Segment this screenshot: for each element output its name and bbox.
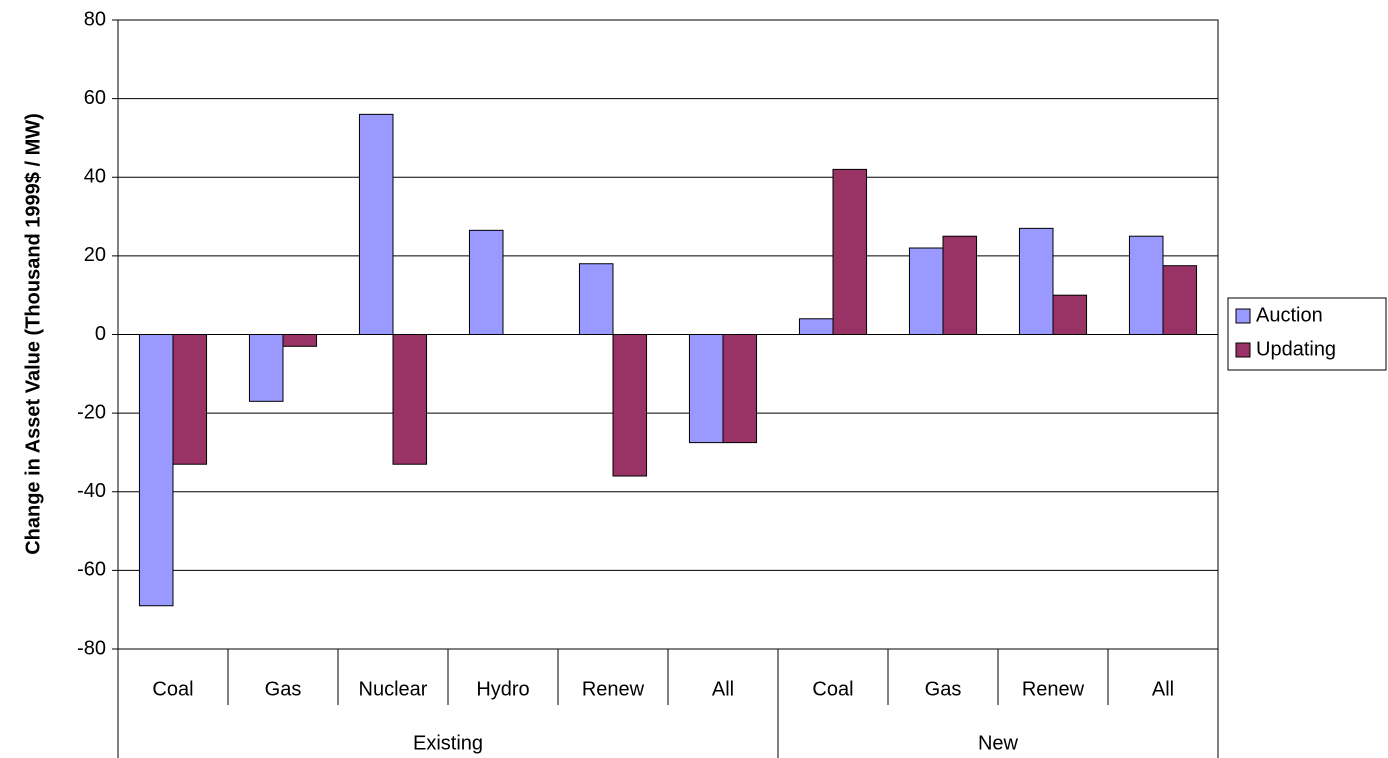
bar [1052, 294, 1088, 335]
bar [358, 113, 394, 335]
bar [1128, 235, 1164, 335]
x-tick-label: Renew [582, 678, 645, 700]
y-tick-label: 0 [95, 323, 106, 345]
bar [942, 235, 978, 335]
y-tick-label: 40 [84, 166, 106, 188]
legend-label: Updating [1256, 338, 1336, 360]
legend-label: Auction [1256, 304, 1323, 326]
bar [1018, 227, 1054, 335]
x-tick-label: Gas [265, 678, 302, 700]
y-tick-label: -40 [77, 480, 106, 502]
y-tick-label: 80 [84, 8, 106, 30]
x-tick-label: Hydro [476, 678, 529, 700]
bar [722, 334, 758, 444]
bar [798, 318, 834, 335]
bar [908, 247, 944, 335]
y-tick-label: -20 [77, 401, 106, 423]
legend-swatch [1235, 342, 1251, 358]
bar [248, 334, 284, 402]
x-tick-label: Nuclear [359, 678, 428, 700]
x-tick-label: Coal [152, 678, 193, 700]
x-tick-label: Gas [925, 678, 962, 700]
x-tick-label: Renew [1022, 678, 1085, 700]
bar [392, 334, 428, 465]
bar [138, 334, 174, 607]
y-tick-label: -80 [77, 637, 106, 659]
y-axis-title: Change in Asset Value (Thousand 1999$ / … [22, 113, 44, 555]
legend-swatch [1235, 308, 1251, 324]
bar [578, 263, 614, 335]
bar [832, 168, 868, 335]
x-tick-label: All [1152, 678, 1174, 700]
bar [282, 334, 318, 347]
legend-frame [1227, 297, 1387, 371]
y-tick-label: 20 [84, 244, 106, 266]
bar [1162, 265, 1198, 335]
bar [172, 334, 208, 465]
x-tick-label: Coal [812, 678, 853, 700]
y-tick-label: -60 [77, 559, 106, 581]
x-tick-label: All [712, 678, 734, 700]
group-label: New [978, 732, 1019, 754]
bar [612, 334, 648, 477]
bar [688, 334, 724, 444]
y-tick-label: 60 [84, 87, 106, 109]
bar [468, 229, 504, 335]
group-label: Existing [413, 732, 483, 754]
